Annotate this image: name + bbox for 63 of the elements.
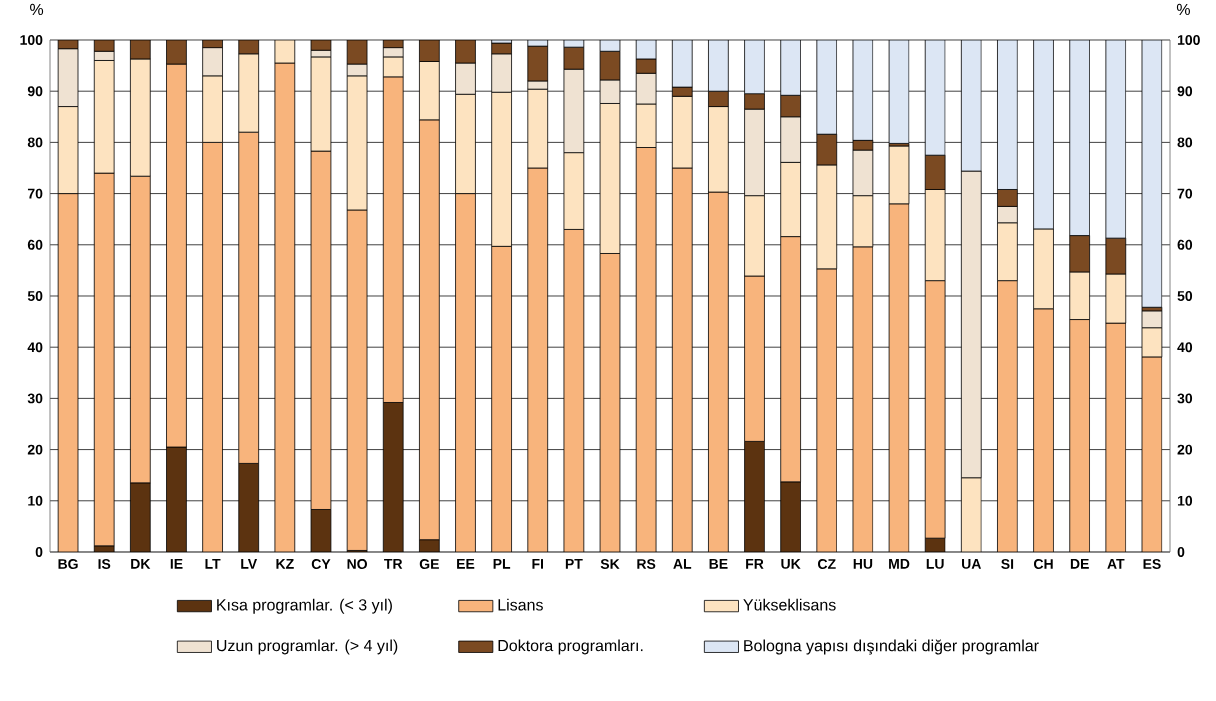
x-tick-label: CH — [1034, 559, 1053, 569]
y-tick-label: 0 — [35, 547, 43, 557]
y2-tick-label: 60 — [1177, 239, 1193, 250]
x-tick-label: DK — [131, 559, 151, 569]
x-tick-label: FR — [746, 559, 764, 569]
y-tick-label: 70 — [27, 188, 43, 199]
x-tick-label: DE — [1070, 559, 1089, 569]
legend-label: Lisans — [498, 598, 543, 611]
y2-tick-label: 80 — [1177, 137, 1193, 148]
legend-label: Bologna yapısı dışındaki diğer programlar — [744, 639, 1039, 655]
x-tick-label: PL — [493, 559, 511, 569]
y2-tick-label: 40 — [1177, 342, 1193, 353]
x-tick-label: SI — [1001, 559, 1014, 569]
x-tick-label: AL — [673, 559, 692, 569]
y-tick-label: 90 — [27, 86, 43, 97]
x-tick-label: TR — [384, 559, 403, 569]
y-tick-label: 80 — [27, 137, 43, 148]
y2-tick-label: 0 — [1177, 547, 1185, 557]
x-tick-label: SK — [600, 559, 620, 569]
x-tick-label: NO — [347, 559, 367, 569]
y2-tick-label: 20 — [1177, 444, 1193, 455]
y2-tick-label: 10 — [1177, 495, 1193, 506]
x-tick-label: HU — [853, 559, 873, 569]
x-tick-label: UK — [781, 559, 801, 569]
x-tick-label: BG — [58, 559, 78, 569]
y2-tick-label: 90 — [1177, 86, 1193, 97]
y2-tick-label: 30 — [1177, 393, 1193, 404]
x-tick-label: GE — [419, 559, 439, 569]
x-tick-label: LV — [241, 559, 258, 569]
y-tick-label: 30 — [27, 393, 43, 404]
legend-label: Uzun programlar. (> 4 yıl) — [217, 639, 398, 655]
y2-axis-title: % — [1176, 3, 1190, 15]
y-tick-label: 100 — [20, 35, 43, 45]
y2-tick-label: 100 — [1177, 35, 1200, 45]
x-tick-label: MD — [889, 559, 910, 569]
x-tick-label: KZ — [276, 559, 294, 569]
x-tick-label: PT — [565, 559, 583, 569]
y-tick-label: 10 — [28, 495, 43, 506]
y2-tick-label: 70 — [1177, 188, 1193, 199]
y2-tick-label: 50 — [1177, 291, 1193, 301]
legend-label: Doktora programları. — [498, 639, 643, 655]
legend-label: Kısa programlar. (< 3 yıl) — [217, 598, 392, 614]
y-tick-label: 20 — [27, 444, 43, 455]
x-tick-label: BE — [709, 559, 728, 569]
x-tick-label: LT — [205, 559, 221, 569]
x-tick-label: ES — [1143, 559, 1161, 569]
x-tick-label: IS — [98, 559, 111, 569]
x-tick-label: LU — [926, 559, 944, 569]
y-tick-label: 40 — [27, 342, 43, 353]
x-tick-label: RS — [637, 559, 656, 569]
y-tick-label: 50 — [27, 291, 43, 301]
bar — [888, 39, 910, 144]
x-tick-label: AT — [1107, 559, 1125, 569]
y-tick-label: 60 — [27, 239, 43, 250]
x-tick-label: CZ — [818, 559, 836, 569]
bar — [1141, 39, 1163, 308]
x-tick-label: FI — [532, 559, 544, 569]
x-tick-label: IE — [170, 559, 183, 569]
legend-label: Yükseklisans — [743, 598, 836, 611]
x-tick-label: CY — [311, 559, 331, 569]
x-tick-label: UA — [962, 559, 982, 569]
y-axis-title: % — [30, 3, 44, 15]
x-tick-label: EE — [457, 559, 475, 569]
